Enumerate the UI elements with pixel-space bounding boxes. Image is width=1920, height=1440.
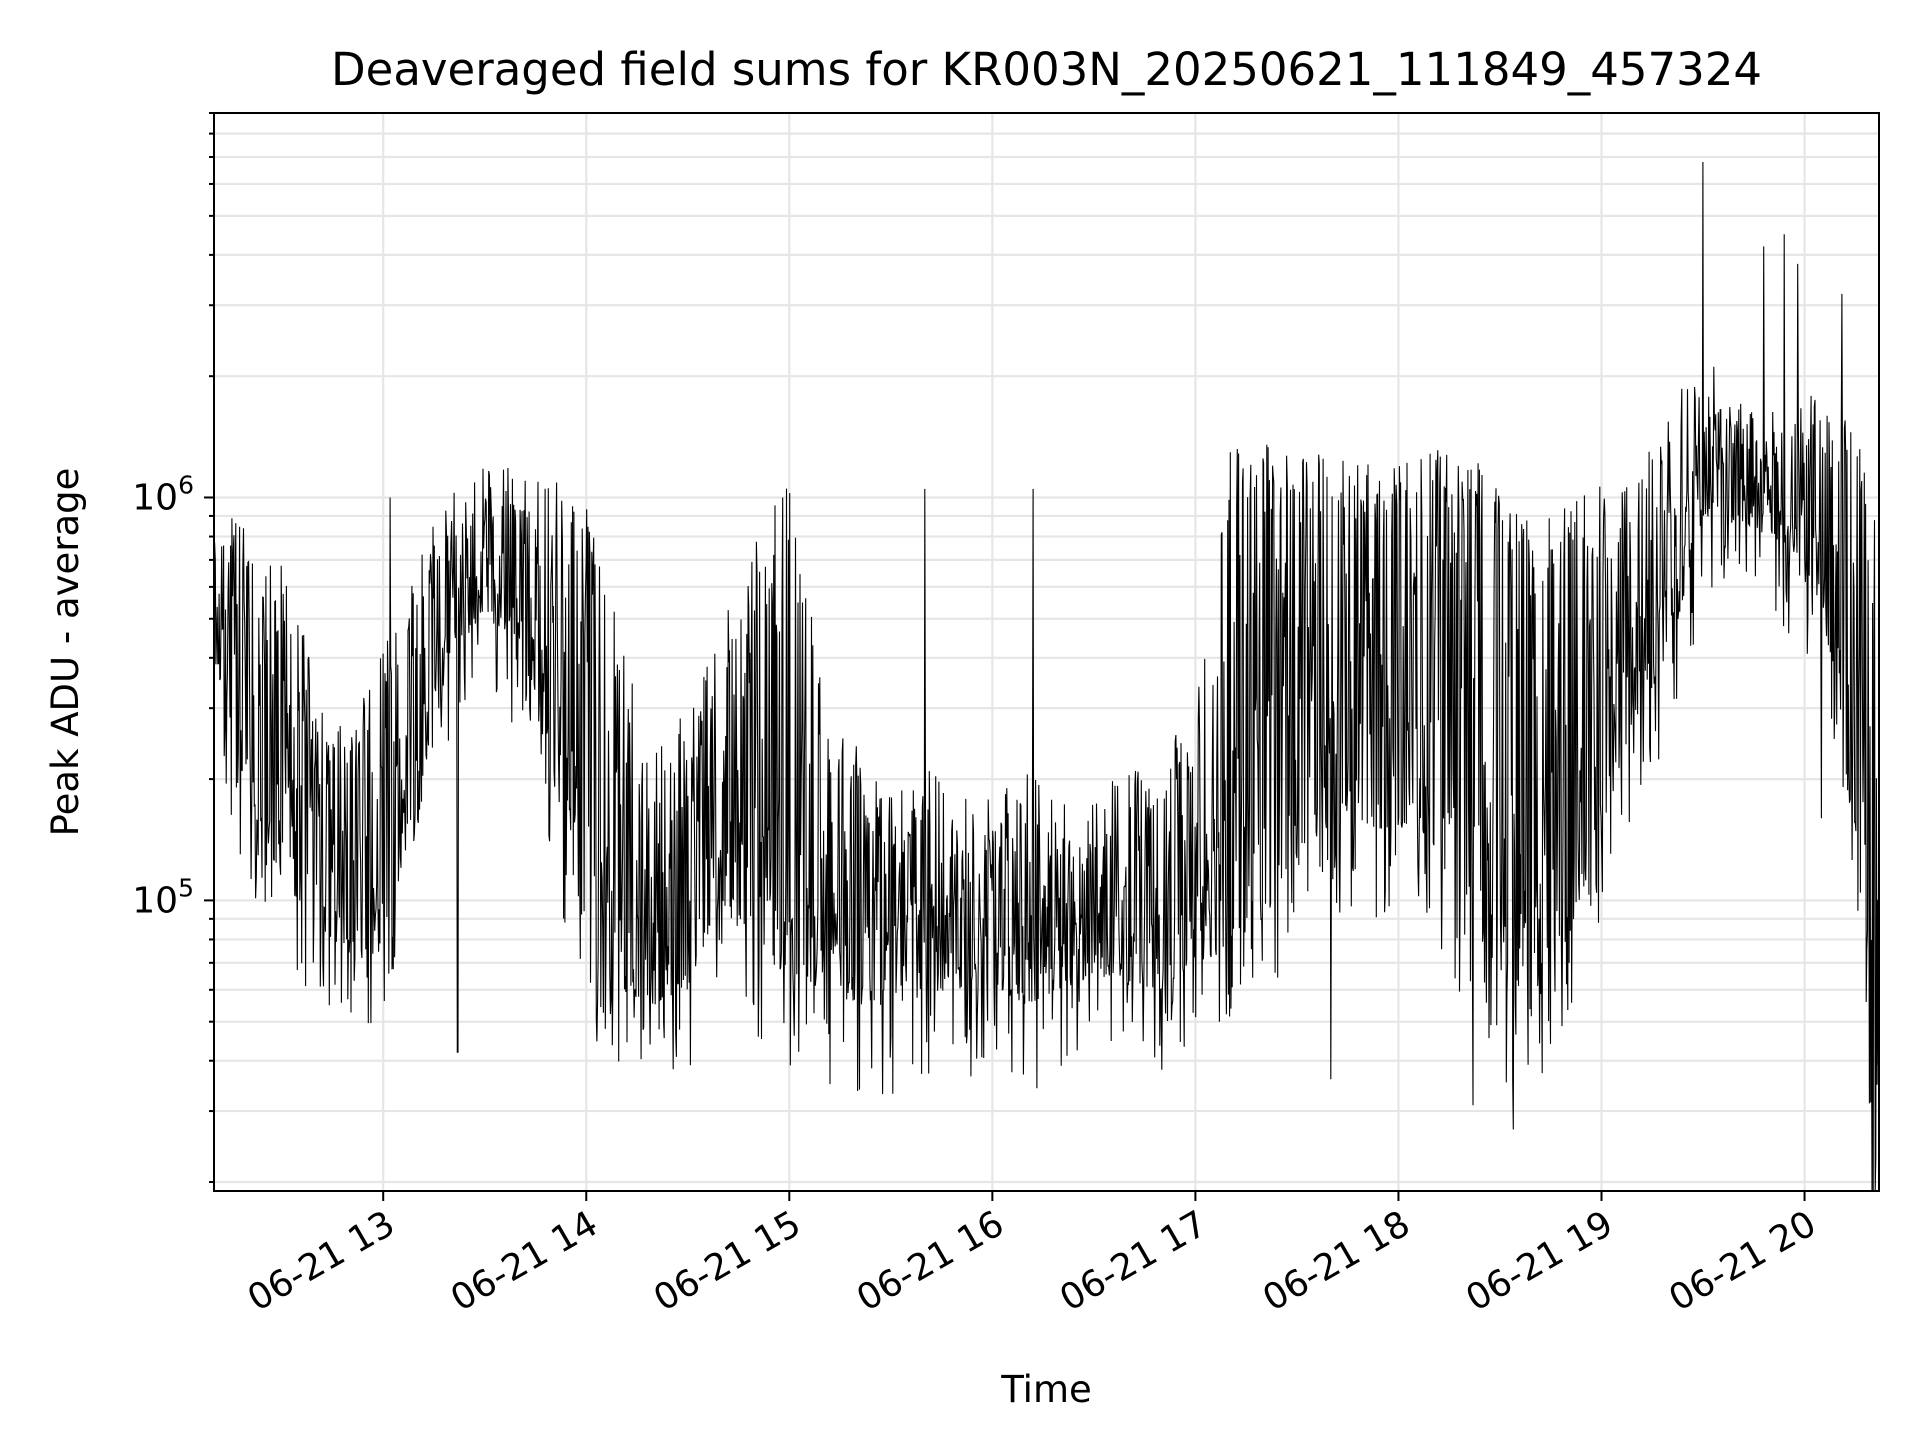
x-tick-label: 06-21 17 [1053,1203,1214,1319]
series-line [213,161,1880,1192]
x-tick-label: 06-21 14 [444,1203,605,1319]
plot-frame [213,112,1880,1192]
x-tick-label: 06-21 16 [850,1203,1011,1319]
x-tick-label: 06-21 18 [1256,1203,1417,1319]
series-layer [213,161,1880,1192]
y-tick-label: 105 [132,873,194,921]
x-tick-label: 06-21 19 [1459,1203,1620,1319]
chart-title: Deaveraged field sums for KR003N_2025062… [331,43,1762,96]
grid-layer [214,111,1879,1191]
x-tick-label: 06-21 20 [1662,1203,1823,1319]
x-tick-label: 06-21 15 [647,1203,808,1319]
x-axis-label: Time [1000,1368,1092,1411]
y-tick-label: 106 [132,470,194,518]
x-tick-label: 06-21 13 [241,1203,402,1319]
y-axis-label: Peak ADU - average [44,468,87,837]
